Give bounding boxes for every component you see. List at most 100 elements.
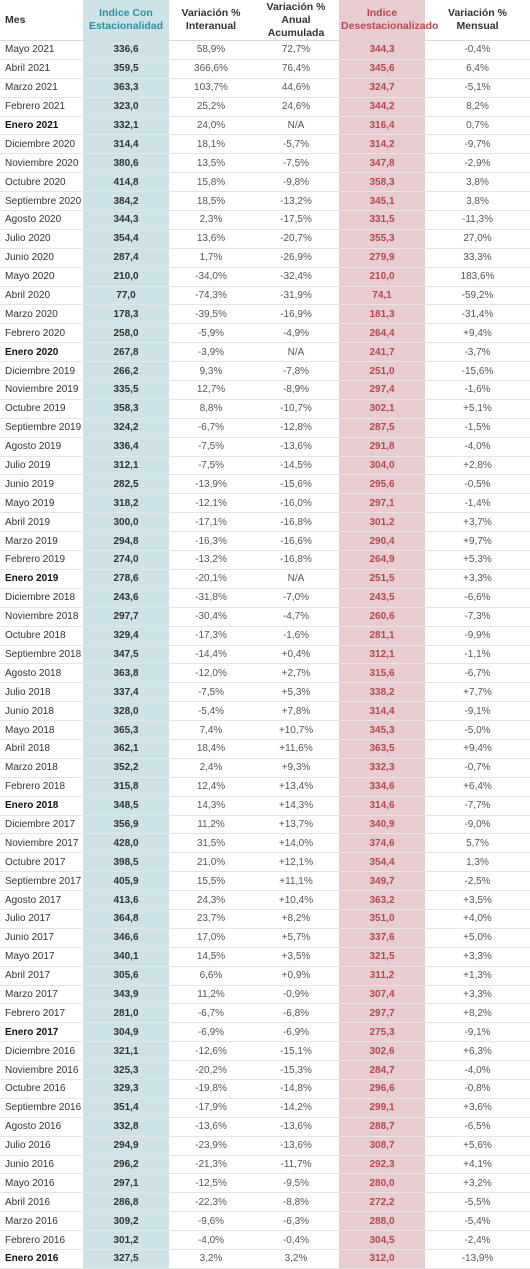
cell-mes: Enero 2021 xyxy=(0,116,83,136)
cell-mes: Abril 2020 xyxy=(0,286,83,306)
cell-indice-desestacionalizado: 312,1 xyxy=(339,645,425,665)
cell-mes: Febrero 2017 xyxy=(0,1003,83,1024)
cell-indice-con-estacionalidad: 258,0 xyxy=(83,323,169,344)
cell-indice-desestacionalizado: 304,5 xyxy=(339,1230,425,1250)
cell-variacion-mensual: -5,1% xyxy=(425,78,530,98)
cell-indice-desestacionalizado: 331,5 xyxy=(339,210,425,230)
cell-variacion-mensual: -4,0% xyxy=(425,1060,530,1080)
table-row: Marzo 2020 178,3 -39,5% -16,9% 181,3 -31,4% xyxy=(0,304,530,325)
cell-mes: Octubre 2018 xyxy=(0,626,83,646)
cell-variacion-anual-acumulada: +7,8% xyxy=(253,701,339,722)
cell-indice-con-estacionalidad: 287,4 xyxy=(83,248,169,268)
cell-indice-desestacionalizado: 344,2 xyxy=(339,97,425,117)
cell-variacion-anual-acumulada: -14,2% xyxy=(253,1098,339,1118)
cell-variacion-mensual: -2,5% xyxy=(425,871,530,892)
table-row: Enero 2016 327,5 3,2% 3,2% 312,0 -13,9% xyxy=(0,1249,530,1269)
cell-mes: Agosto 2019 xyxy=(0,437,83,457)
cell-indice-desestacionalizado: 304,0 xyxy=(339,456,425,476)
cell-variacion-mensual: +8,2% xyxy=(425,1003,530,1024)
cell-mes: Julio 2019 xyxy=(0,456,83,476)
cell-variacion-anual-acumulada: +0,4% xyxy=(253,645,339,665)
table-row: Abril 2018 362,1 18,4% +11,6% 363,5 +9,4% xyxy=(0,739,530,759)
cell-variacion-interanual: -17,3% xyxy=(169,626,253,646)
cell-mes: Mayo 2019 xyxy=(0,493,83,514)
cell-indice-desestacionalizado: 316,4 xyxy=(339,116,425,136)
cell-indice-con-estacionalidad: 294,9 xyxy=(83,1136,169,1156)
cell-variacion-anual-acumulada: 24,6% xyxy=(253,97,339,117)
cell-variacion-interanual: -14,4% xyxy=(169,645,253,665)
cell-indice-con-estacionalidad: 294,8 xyxy=(83,531,169,552)
cell-mes: Agosto 2017 xyxy=(0,890,83,910)
cell-variacion-mensual: +5,6% xyxy=(425,1136,530,1156)
cell-variacion-anual-acumulada: N/A xyxy=(253,116,339,136)
cell-indice-con-estacionalidad: 286,8 xyxy=(83,1192,169,1213)
cell-indice-con-estacionalidad: 329,4 xyxy=(83,626,169,646)
cell-mes: Septiembre 2016 xyxy=(0,1098,83,1118)
cell-variacion-interanual: 8,8% xyxy=(169,399,253,419)
table-row: Abril 2017 305,6 6,6% +0,9% 311,2 +1,3% xyxy=(0,966,530,986)
cell-variacion-anual-acumulada: -6,8% xyxy=(253,1003,339,1024)
cell-variacion-interanual: -12,0% xyxy=(169,663,253,684)
cell-indice-desestacionalizado: 74,1 xyxy=(339,286,425,306)
cell-variacion-interanual: -13,6% xyxy=(169,1117,253,1137)
cell-variacion-anual-acumulada: -14,5% xyxy=(253,456,339,476)
cell-variacion-anual-acumulada: -8,9% xyxy=(253,380,339,400)
cell-indice-con-estacionalidad: 315,8 xyxy=(83,777,169,797)
cell-indice-desestacionalizado: 302,1 xyxy=(339,399,425,419)
cell-variacion-interanual: 12,4% xyxy=(169,777,253,797)
cell-variacion-anual-acumulada: +0,9% xyxy=(253,966,339,986)
cell-mes: Mayo 2018 xyxy=(0,720,83,740)
cell-variacion-mensual: -5,0% xyxy=(425,720,530,740)
cell-indice-con-estacionalidad: 281,0 xyxy=(83,1003,169,1024)
cell-variacion-interanual: -12,6% xyxy=(169,1041,253,1062)
table-row: Agosto 2018 363,8 -12,0% +2,7% 315,6 -6,7% xyxy=(0,663,530,684)
table-row: Diciembre 2019 266,2 9,3% -7,8% 251,0 -15,6% xyxy=(0,361,530,382)
cell-variacion-anual-acumulada: -9,5% xyxy=(253,1173,339,1194)
cell-variacion-mensual: 33,3% xyxy=(425,248,530,268)
cell-variacion-anual-acumulada: +11,1% xyxy=(253,871,339,892)
table-row: Junio 2019 282,5 -13,9% -15,6% 295,6 -0,5% xyxy=(0,474,530,495)
table-row: Septiembre 2018 347,5 -14,4% +0,4% 312,1 -1,1… xyxy=(0,645,530,665)
table-row: Abril 2019 300,0 -17,1% -16,8% 301,2 +3,7% xyxy=(0,512,530,533)
cell-indice-desestacionalizado: 308,7 xyxy=(339,1136,425,1156)
cell-variacion-anual-acumulada: -16,0% xyxy=(253,493,339,514)
cell-indice-desestacionalizado: 349,7 xyxy=(339,871,425,892)
cell-variacion-mensual: +3,3% xyxy=(425,985,530,1005)
header-variacion-mensual: Variación % Mensual xyxy=(425,0,530,41)
cell-variacion-mensual: +3,3% xyxy=(425,569,530,589)
cell-variacion-mensual: +7,7% xyxy=(425,682,530,703)
table-row: Marzo 2018 352,2 2,4% +9,3% 332,3 -0,7% xyxy=(0,758,530,778)
cell-variacion-anual-acumulada: +14,0% xyxy=(253,833,339,854)
cell-mes: Septiembre 2017 xyxy=(0,871,83,892)
cell-indice-desestacionalizado: 251,0 xyxy=(339,361,425,382)
cell-indice-con-estacionalidad: 325,3 xyxy=(83,1060,169,1080)
cell-variacion-anual-acumulada: -13,6% xyxy=(253,437,339,457)
cell-variacion-interanual: 9,3% xyxy=(169,361,253,382)
cell-indice-desestacionalizado: 347,8 xyxy=(339,153,425,174)
cell-mes: Junio 2019 xyxy=(0,474,83,495)
cell-indice-con-estacionalidad: 296,2 xyxy=(83,1155,169,1175)
cell-mes: Octubre 2020 xyxy=(0,172,83,193)
table-row: Octubre 2020 414,8 15,8% -9,8% 358,3 3,8% xyxy=(0,172,530,193)
cell-variacion-anual-acumulada: +13,7% xyxy=(253,815,339,835)
cell-mes: Mayo 2016 xyxy=(0,1173,83,1194)
cell-mes: Diciembre 2020 xyxy=(0,134,83,155)
table-row: Octubre 2018 329,4 -17,3% -1,6% 281,1 -9,9% xyxy=(0,626,530,646)
cell-mes: Diciembre 2017 xyxy=(0,815,83,835)
cell-variacion-interanual: 366,6% xyxy=(169,59,253,79)
cell-variacion-mensual: 1,3% xyxy=(425,852,530,873)
cell-indice-desestacionalizado: 295,6 xyxy=(339,474,425,495)
cell-variacion-interanual: -12,5% xyxy=(169,1173,253,1194)
table-row: Junio 2020 287,4 1,7% -26,9% 279,9 33,3% xyxy=(0,248,530,268)
cell-variacion-anual-acumulada: -16,8% xyxy=(253,550,339,570)
cell-mes: Junio 2020 xyxy=(0,248,83,268)
cell-indice-desestacionalizado: 351,0 xyxy=(339,909,425,929)
cell-variacion-interanual: -74,3% xyxy=(169,286,253,306)
cell-variacion-mensual: -2,9% xyxy=(425,153,530,174)
cell-variacion-anual-acumulada: +2,7% xyxy=(253,663,339,684)
cell-mes: Septiembre 2019 xyxy=(0,418,83,438)
cell-variacion-anual-acumulada: -9,8% xyxy=(253,172,339,193)
table-header: Mes Indice Con Estacionalidad Variación … xyxy=(0,0,530,41)
cell-variacion-anual-acumulada: +14,3% xyxy=(253,796,339,816)
